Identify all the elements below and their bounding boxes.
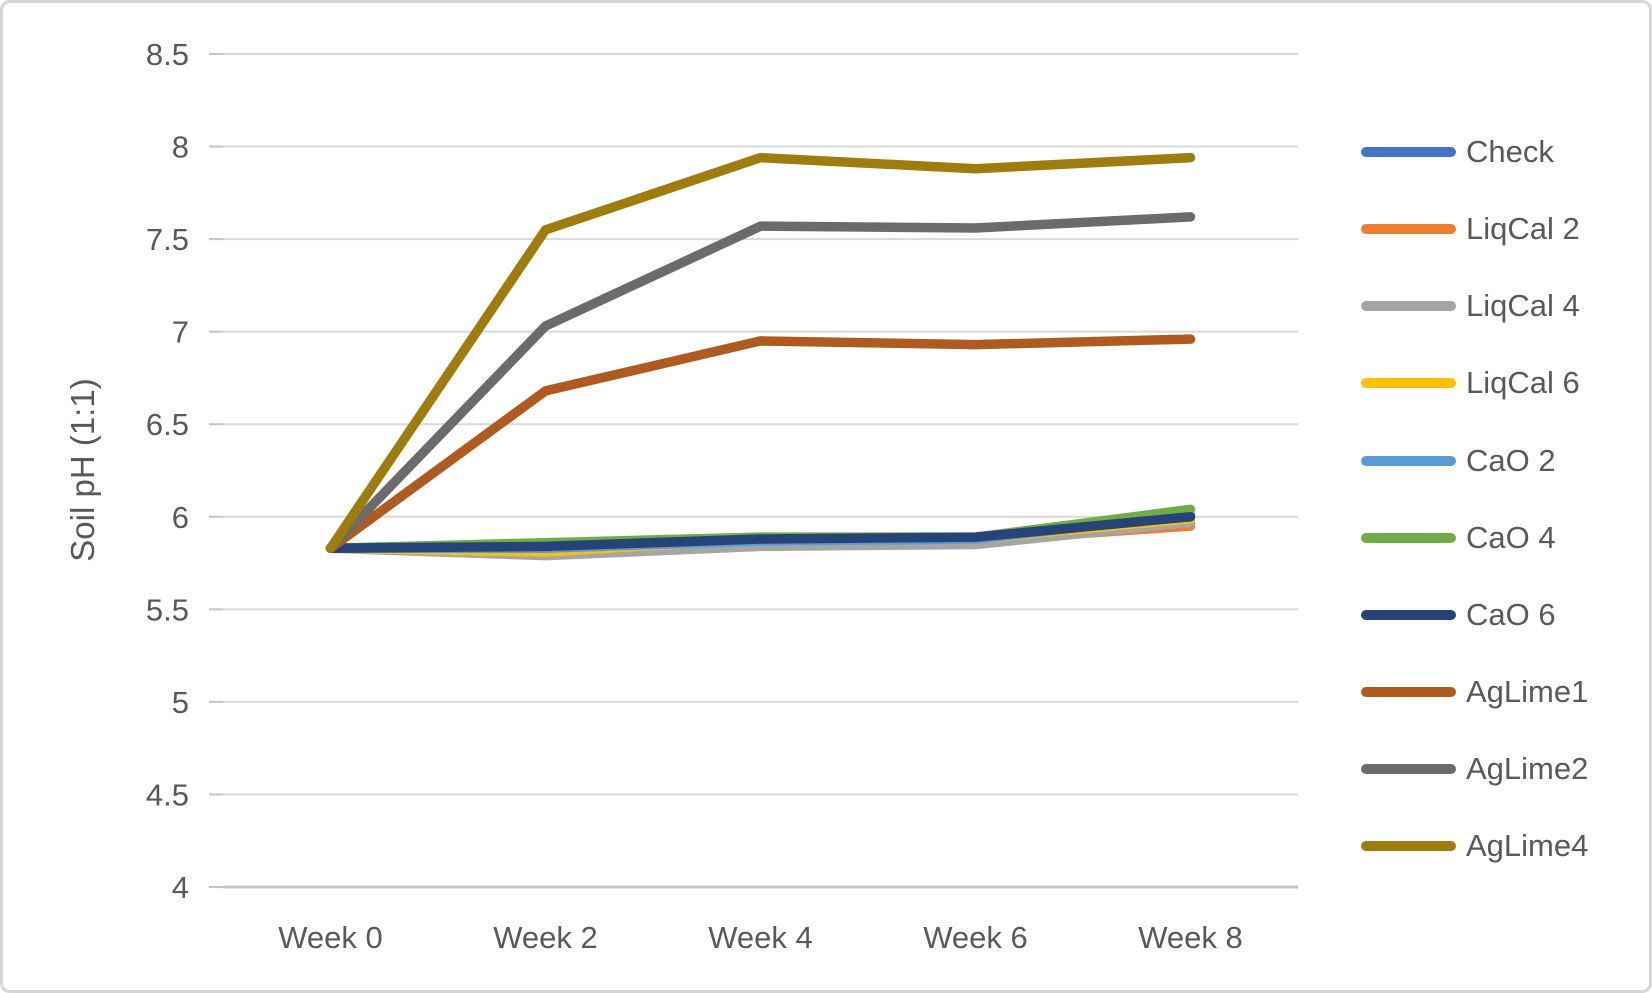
- x-tick-label: Week 0: [278, 920, 383, 955]
- legend-label-check: Check: [1466, 134, 1554, 169]
- legend-swatch-cao-6: [1361, 609, 1456, 620]
- plot-area: 8.5 8 7.5 7 6.5 6 5.5 5 4.5 4 Week 0 Week 2 Week 4 We…: [146, 37, 1298, 955]
- legend-item-aglime4: AgLime4: [1361, 826, 1588, 866]
- x-tick-label: Week 4: [708, 920, 813, 955]
- y-tick-label: 4.5: [146, 777, 189, 812]
- legend-item-cao-4: CaO 4: [1361, 518, 1556, 558]
- legend-item-cao-2: CaO 2: [1361, 441, 1556, 481]
- legend-label-liqcal-4: LiqCal 4: [1466, 288, 1580, 324]
- legend-swatch-liqcal-4: [1361, 301, 1456, 312]
- legend-swatch-cao-4: [1361, 532, 1456, 543]
- legend-swatch-aglime1: [1361, 687, 1456, 698]
- y-tick-label: 8: [172, 130, 189, 165]
- legend-label-cao-4: CaO 4: [1466, 519, 1556, 555]
- series-line-aglime2: [325, 212, 1196, 553]
- legend-label-cao-6: CaO 6: [1466, 596, 1556, 632]
- legend-item-liqcal-4: LiqCal 4: [1361, 286, 1580, 326]
- legend-label-cao-2: CaO 2: [1466, 442, 1556, 478]
- legend-label-liqcal-2: LiqCal 2: [1466, 211, 1580, 247]
- series-line-aglime4: [325, 152, 1196, 553]
- y-tick-label: 8.5: [146, 37, 189, 72]
- y-tick-label: 5: [172, 685, 189, 720]
- legend-item-aglime1: AgLime1: [1361, 672, 1588, 712]
- x-tick-label: Week 6: [923, 920, 1028, 955]
- legend-swatch-cao-2: [1361, 455, 1456, 466]
- y-axis-title: Soil pH (1:1): [64, 378, 101, 562]
- legend-item-liqcal-6: LiqCal 6: [1361, 363, 1580, 403]
- legend-label-aglime2: AgLime2: [1466, 751, 1589, 787]
- legend-swatch-check: [1361, 147, 1456, 157]
- legend-label-liqcal-6: LiqCal 6: [1466, 365, 1580, 401]
- legend-item-cao-6: CaO 6: [1361, 595, 1556, 635]
- legend: Check LiqCal 2 LiqCal 4 LiqCal 6 CaO 2 CaO 4 C…: [1361, 3, 1649, 990]
- legend-swatch-liqcal-2: [1361, 224, 1456, 235]
- legend-swatch-aglime4: [1361, 841, 1456, 852]
- x-tick-label: Week 8: [1138, 920, 1243, 955]
- legend-label-aglime4: AgLime4: [1466, 828, 1589, 864]
- legend-item-liqcal-2: LiqCal 2: [1361, 209, 1580, 249]
- series-line-aglime1: [325, 334, 1196, 553]
- legend-item-aglime2: AgLime2: [1361, 749, 1588, 789]
- y-tick-label: 7.5: [146, 222, 189, 257]
- y-tick-label: 5.5: [146, 592, 189, 627]
- y-tick-label: 7: [172, 315, 189, 350]
- legend-swatch-liqcal-6: [1361, 378, 1456, 389]
- legend-label-aglime1: AgLime1: [1466, 674, 1589, 710]
- y-tick-label: 4: [172, 870, 189, 905]
- x-tick-label: Week 2: [493, 920, 598, 955]
- y-tick-label: 6: [172, 500, 189, 535]
- legend-item-check: Check: [1361, 132, 1554, 172]
- y-tick-label: 6.5: [146, 407, 189, 442]
- legend-swatch-aglime2: [1361, 764, 1456, 775]
- series-line-cao-6: [325, 512, 1196, 553]
